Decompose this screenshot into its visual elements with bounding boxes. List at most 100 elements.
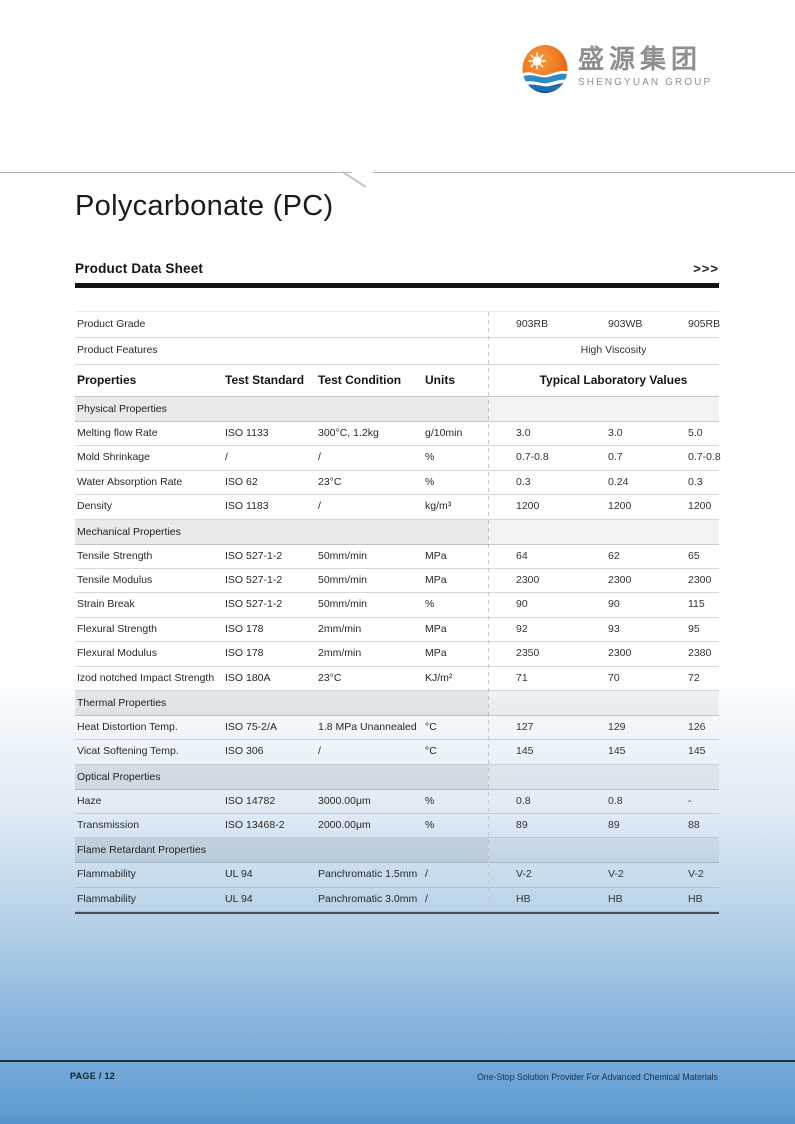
value-903rb: 145	[516, 745, 534, 758]
table-row: Mold Shrinkage / / % 0.7-0.8 0.7 0.7-0.8	[75, 446, 721, 471]
units: /	[425, 868, 428, 881]
value-905rb: 2300	[688, 573, 712, 586]
value-903rb: 3.0	[516, 427, 531, 439]
table-row: Vicat Softening Temp. ISO 306 / °C 145 1…	[75, 740, 719, 765]
units: °C	[425, 720, 437, 733]
value-905rb: 126	[688, 720, 706, 733]
col-units: Units	[425, 373, 455, 387]
table-row: Strain Break ISO 527-1-2 50mm/min % 90 9…	[75, 593, 719, 618]
test-condition: 50mm/min	[318, 573, 368, 586]
table-row: Melting flow Rate ISO 1133 300°C, 1.2kg …	[75, 422, 719, 447]
units: %	[425, 819, 435, 832]
value-903wb: 62	[608, 549, 620, 562]
value-905rb: 95	[688, 622, 700, 635]
value-903wb: V-2	[608, 868, 624, 881]
header-rule-left	[0, 172, 352, 173]
test-condition: 300°C, 1.2kg	[318, 427, 379, 439]
value-903wb: 3.0	[608, 427, 623, 439]
value-903rb: 71	[516, 671, 528, 684]
property-name: Heat Distortion Temp.	[77, 720, 178, 733]
section-title: Physical Properties	[77, 403, 167, 415]
value-903wb: 2300	[608, 573, 632, 586]
section-title: Thermal Properties	[77, 696, 167, 709]
test-condition: 1.8 MPa Unannealed	[318, 720, 417, 733]
grade-value-3: 905RB	[688, 318, 721, 330]
test-standard: ISO 527-1-2	[225, 598, 283, 611]
table-dashed-divider	[488, 312, 489, 913]
test-condition: 50mm/min	[318, 549, 368, 562]
value-905rb: 0.3	[688, 475, 703, 488]
units: %	[425, 794, 435, 807]
value-903wb: 93	[608, 622, 620, 635]
forward-arrows-icon: >>>	[693, 261, 719, 276]
footer-rule	[0, 1060, 795, 1062]
test-condition: 2mm/min	[318, 647, 362, 660]
value-903wb: 70	[608, 671, 620, 684]
logo-icon	[522, 45, 568, 93]
units: MPa	[425, 573, 447, 586]
test-condition: /	[318, 745, 321, 758]
value-903rb: 0.7-0.8	[516, 451, 549, 464]
test-standard: ISO 1133	[225, 427, 269, 439]
test-standard: /	[225, 451, 228, 464]
grade-value-2: 903WB	[608, 318, 643, 330]
property-name: Melting flow Rate	[77, 427, 158, 439]
value-903wb: 90	[608, 598, 620, 611]
value-903wb: 89	[608, 819, 620, 832]
footer-slogan: One-Stop Solution Provider For Advanced …	[476, 1072, 718, 1082]
column-header-row: Properties Test Standard Test Condition …	[75, 365, 719, 397]
property-name: Haze	[77, 794, 102, 807]
value-903rb: 2350	[516, 647, 540, 660]
value-903rb: 127	[516, 720, 534, 733]
value-905rb: 0.7-0.8	[688, 451, 721, 464]
property-name: Mold Shrinkage	[77, 451, 150, 464]
test-condition: 2mm/min	[318, 622, 362, 635]
value-905rb: 5.0	[688, 427, 703, 439]
value-903rb: 0.8	[516, 794, 531, 807]
value-903wb: 129	[608, 720, 626, 733]
test-condition: 50mm/min	[318, 598, 368, 611]
logo-name-cn: 盛源集团	[578, 44, 703, 74]
page-number: PAGE / 12	[70, 1071, 116, 1081]
col-test-condition: Test Condition	[318, 373, 402, 387]
table-row: Heat Distortion Temp. ISO 75-2/A 1.8 MPa…	[75, 716, 719, 741]
features-row: Product Features High Viscosity	[75, 338, 719, 365]
value-905rb: 72	[688, 671, 700, 684]
test-standard: UL 94	[225, 868, 253, 881]
units: kg/m³	[425, 500, 452, 513]
property-name: Flammability	[77, 892, 136, 905]
value-905rb: HB	[688, 892, 703, 905]
value-903rb: 92	[516, 622, 528, 635]
property-name: Flexural Strength	[77, 622, 157, 635]
test-condition: /	[318, 451, 321, 464]
section-title: Flame Retardant Properties	[77, 844, 206, 857]
value-903rb: 64	[516, 549, 528, 562]
test-standard: UL 94	[225, 892, 253, 905]
test-condition: Panchromatic 3.0mm	[318, 892, 418, 905]
test-condition: 2000.00μm	[318, 819, 371, 832]
value-905rb: 2380	[688, 647, 712, 660]
test-standard: ISO 1183	[225, 500, 269, 513]
test-standard: ISO 306	[225, 745, 264, 758]
value-905rb: 1200	[688, 500, 712, 513]
table-row: Haze ISO 14782 3000.00μm % 0.8 0.8 -	[75, 790, 719, 815]
units: g/10min	[425, 427, 463, 439]
col-test-standard: Test Standard	[225, 373, 305, 387]
units: KJ/m²	[425, 671, 453, 684]
value-903rb: 90	[516, 598, 528, 611]
property-name: Tensile Strength	[77, 549, 153, 562]
section-title: Mechanical Properties	[77, 525, 181, 538]
value-903rb: 2300	[516, 573, 540, 586]
section-band: Physical Properties	[75, 397, 719, 422]
section-band: Thermal Properties	[75, 690, 719, 716]
section-band: Optical Properties	[75, 764, 719, 790]
units: °C	[425, 745, 437, 758]
units: %	[425, 451, 435, 464]
property-name: Izod notched Impact Strength	[77, 671, 215, 684]
test-standard: ISO 13468-2	[225, 819, 285, 832]
value-905rb: 145	[688, 745, 706, 758]
value-903wb: HB	[608, 892, 623, 905]
units: MPa	[425, 647, 447, 660]
units: MPa	[425, 549, 447, 562]
value-905rb: -	[688, 794, 692, 807]
